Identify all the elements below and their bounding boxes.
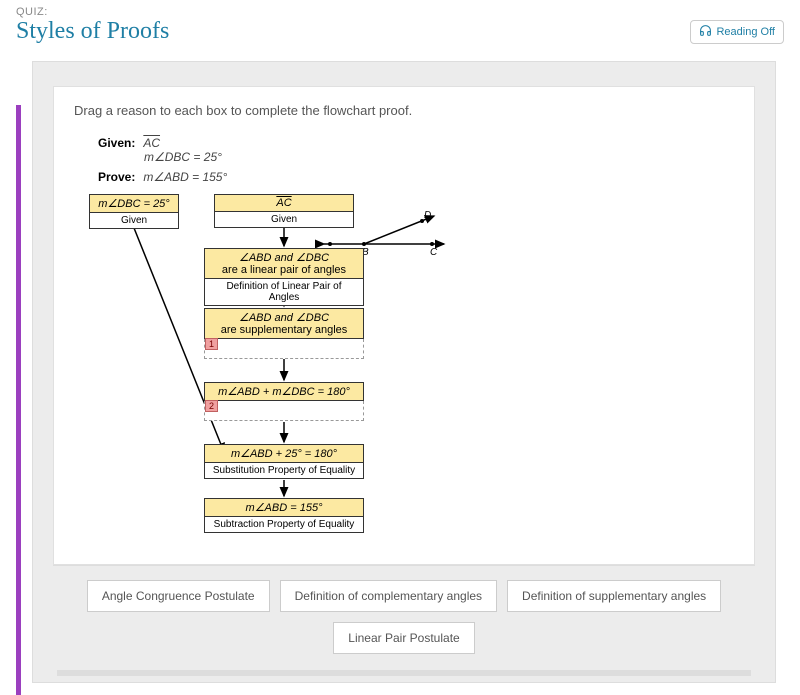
drop-tag: 2 xyxy=(205,400,218,412)
prove-label: Prove: xyxy=(98,170,135,184)
stmt: m∠ABD = 155° xyxy=(204,498,364,517)
node-supplementary: ∠ABD and ∠DBC are supplementary angles 1 xyxy=(204,308,364,359)
reason: Subtraction Property of Equality xyxy=(204,517,364,533)
reason: Definition of Linear Pair of Angles xyxy=(204,279,364,306)
stmt: m∠ABD + m∠DBC = 180° xyxy=(204,382,364,401)
node-subtraction: m∠ABD = 155° Subtraction Property of Equ… xyxy=(204,498,364,533)
choice-supplementary[interactable]: Definition of supplementary angles xyxy=(507,580,721,612)
stmt: AC xyxy=(276,197,291,209)
stmt: m∠ABD + 25° = 180° xyxy=(204,444,364,463)
drop-zone-1[interactable]: 1 xyxy=(204,339,364,359)
reading-off-label: Reading Off xyxy=(716,26,775,38)
scroll-hint xyxy=(57,670,751,676)
node-ac: AC Given xyxy=(214,194,354,228)
prove-line-1: m∠ABD = 155° xyxy=(143,170,227,184)
node-dbc-25: m∠DBC = 25° Given xyxy=(89,194,179,229)
stmt-l1: ∠ABD and ∠DBC xyxy=(239,252,329,264)
quiz-header: QUIZ: Styles of Proofs Reading Off xyxy=(0,0,800,49)
quiz-label: QUIZ: xyxy=(16,6,784,18)
reason: Given xyxy=(89,213,179,229)
instruction-text: Drag a reason to each box to complete th… xyxy=(74,103,734,118)
reading-off-button[interactable]: Reading Off xyxy=(690,20,784,44)
question-card: Drag a reason to each box to complete th… xyxy=(53,86,755,565)
stmt: m∠DBC = 25° xyxy=(89,194,179,213)
node-sum-180: m∠ABD + m∠DBC = 180° 2 xyxy=(204,382,364,421)
reason: Given xyxy=(214,212,354,228)
drop-tag: 1 xyxy=(205,338,218,350)
drop-zone-2[interactable]: 2 xyxy=(204,401,364,421)
choice-linear-pair[interactable]: Linear Pair Postulate xyxy=(333,622,474,654)
choice-complementary[interactable]: Definition of complementary angles xyxy=(280,580,497,612)
reason: Substitution Property of Equality xyxy=(204,463,364,479)
accent-bar xyxy=(16,105,21,695)
stmt-l2: are supplementary angles xyxy=(221,324,348,336)
flowchart: m∠DBC = 25° Given AC Given ∠ABD and ∠DBC… xyxy=(74,194,734,554)
main-panel: Drag a reason to each box to complete th… xyxy=(32,61,776,683)
node-linear-pair: ∠ABD and ∠DBC are a linear pair of angle… xyxy=(204,248,364,306)
given-line-1: AC xyxy=(143,136,160,150)
headphones-icon xyxy=(699,24,712,40)
given-label: Given: xyxy=(98,136,135,150)
page-title: Styles of Proofs xyxy=(16,18,169,45)
given-prove-block: Given: AC m∠DBC = 25° Prove: m∠ABD = 155… xyxy=(98,136,734,184)
stmt-l1: ∠ABD and ∠DBC xyxy=(239,312,329,324)
node-substitution: m∠ABD + 25° = 180° Substitution Property… xyxy=(204,444,364,479)
choice-angle-congruence[interactable]: Angle Congruence Postulate xyxy=(87,580,270,612)
given-line-2: m∠DBC = 25° xyxy=(144,150,222,164)
stmt-l2: are a linear pair of angles xyxy=(222,264,346,276)
answer-choices: Angle Congruence Postulate Definition of… xyxy=(53,565,755,664)
